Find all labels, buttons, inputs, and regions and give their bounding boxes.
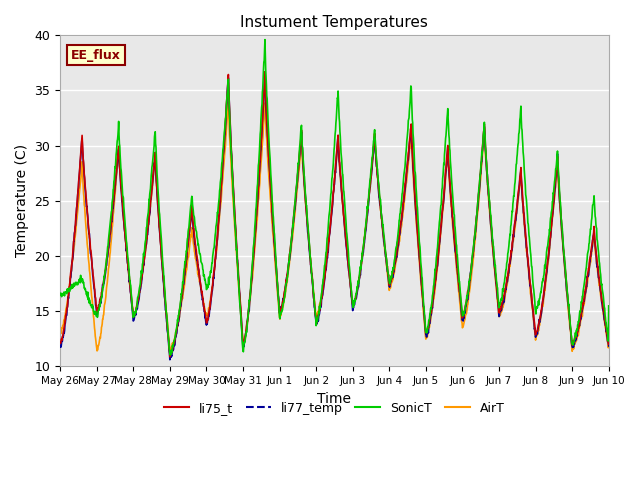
li77_temp <box>98 295 106 300</box>
AirT <box>225 99 232 105</box>
SonicT <box>224 80 232 85</box>
li75_t <box>56 339 64 345</box>
Legend: li75_t, li77_temp, SonicT, AirT: li75_t, li77_temp, SonicT, AirT <box>159 396 509 420</box>
AirT <box>98 324 106 330</box>
X-axis label: Time: Time <box>317 392 351 406</box>
SonicT <box>56 292 64 298</box>
li77_temp <box>56 344 64 349</box>
AirT <box>167 349 175 355</box>
li75_t <box>98 289 106 295</box>
Title: Instument Temperatures: Instument Temperatures <box>241 15 428 30</box>
li77_temp <box>224 80 232 86</box>
li75_t <box>261 69 269 74</box>
li77_temp <box>261 72 269 77</box>
AirT <box>376 198 383 204</box>
li77_temp <box>518 177 525 182</box>
SonicT <box>376 195 383 201</box>
SonicT <box>167 352 175 358</box>
li77_temp <box>536 320 543 325</box>
li75_t <box>166 354 173 360</box>
Line: li75_t: li75_t <box>60 72 609 357</box>
Y-axis label: Temperature (C): Temperature (C) <box>15 144 29 257</box>
AirT <box>180 285 188 291</box>
li77_temp <box>376 201 383 206</box>
Line: AirT: AirT <box>60 102 609 352</box>
li77_temp <box>166 357 173 362</box>
AirT <box>518 180 525 186</box>
SonicT <box>536 296 543 302</box>
li75_t <box>605 341 612 347</box>
AirT <box>605 343 612 349</box>
SonicT <box>261 37 269 43</box>
SonicT <box>518 117 525 122</box>
SonicT <box>180 266 188 272</box>
li75_t <box>224 77 232 83</box>
li75_t <box>518 175 525 181</box>
li75_t <box>180 273 188 278</box>
AirT <box>536 323 543 328</box>
SonicT <box>605 303 612 309</box>
Line: SonicT: SonicT <box>60 40 609 355</box>
li77_temp <box>605 343 612 349</box>
Line: li77_temp: li77_temp <box>60 74 609 360</box>
li77_temp <box>180 276 188 282</box>
AirT <box>224 103 232 109</box>
AirT <box>56 329 64 335</box>
li75_t <box>376 195 383 201</box>
Text: EE_flux: EE_flux <box>71 48 121 61</box>
li75_t <box>536 317 543 323</box>
SonicT <box>98 294 106 300</box>
